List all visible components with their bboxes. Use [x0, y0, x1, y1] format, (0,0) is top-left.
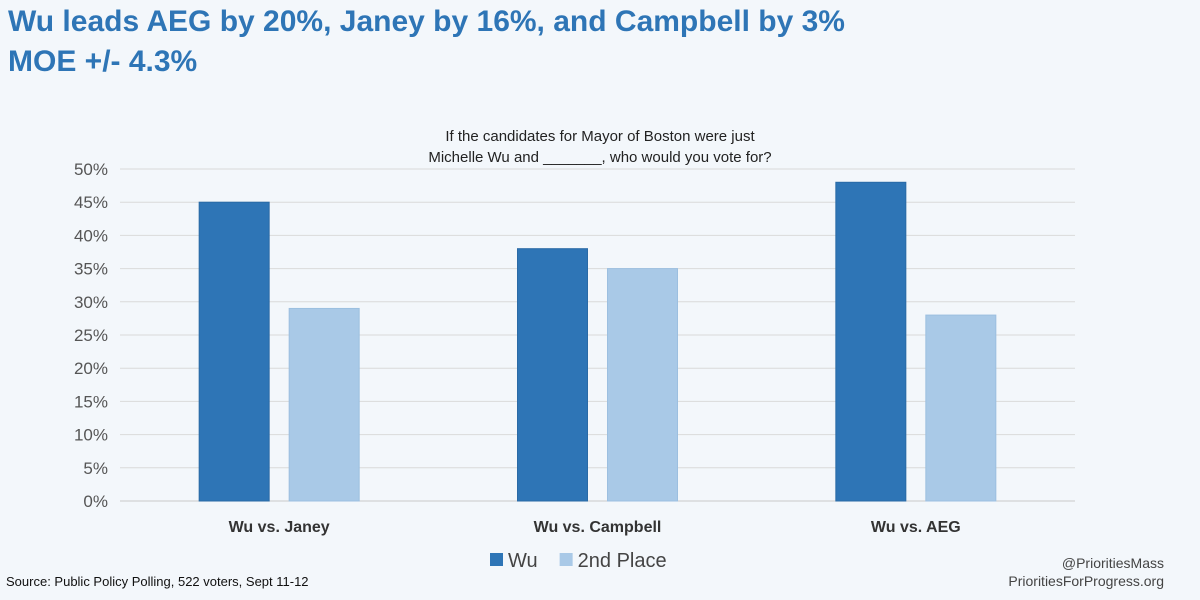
- legend-swatch: [559, 553, 573, 566]
- legend-swatch: [490, 553, 503, 566]
- bar-wu: [198, 201, 270, 502]
- bar-2nd-place: [607, 268, 678, 502]
- x-tick-label: Wu vs. Campbell: [534, 519, 662, 536]
- source-note: Source: Public Policy Polling, 522 voter…: [6, 574, 309, 589]
- y-tick-label: 30%: [74, 293, 108, 312]
- y-tick-label: 25%: [74, 326, 108, 345]
- y-tick-label: 45%: [74, 193, 108, 212]
- grid-lines: [120, 168, 1075, 502]
- chart-title-line-2: Michelle Wu and _______, who would you v…: [428, 149, 771, 166]
- bar-wu: [835, 181, 907, 502]
- y-tick-label: 20%: [74, 359, 108, 378]
- y-tick-label: 50%: [74, 160, 108, 179]
- y-axis: 0% 5% 10% 15% 20% 25% 30% 35% 40% 45% 50%: [74, 160, 108, 511]
- bar-wu: [517, 248, 588, 502]
- y-tick-label: 35%: [74, 260, 108, 279]
- x-tick-label: Wu vs. Janey: [229, 519, 330, 536]
- y-tick-label: 40%: [74, 226, 108, 245]
- website: PrioritiesForProgress.org: [1008, 573, 1164, 589]
- bar-2nd-place: [925, 314, 997, 502]
- y-tick-label: 5%: [83, 459, 108, 478]
- y-tick-label: 15%: [74, 392, 108, 411]
- x-axis: Wu vs. Janey Wu vs. Campbell Wu vs. AEG: [229, 519, 961, 536]
- chart-title-line-1: If the candidates for Mayor of Boston we…: [445, 128, 755, 145]
- credits: @PrioritiesMass PrioritiesForProgress.or…: [1008, 554, 1164, 590]
- bar-2nd-place: [288, 307, 360, 502]
- legend-label: Wu: [508, 550, 538, 572]
- headline-line-1: Wu leads AEG by 20%, Janey by 16%, and C…: [8, 5, 845, 38]
- headline-line-2: MOE +/- 4.3%: [8, 45, 198, 78]
- y-tick-label: 0%: [83, 492, 108, 511]
- legend: Wu 2nd Place: [490, 550, 667, 572]
- twitter-handle: @PrioritiesMass: [1061, 555, 1164, 571]
- y-tick-label: 10%: [74, 426, 108, 445]
- bars: [198, 181, 997, 502]
- x-tick-label: Wu vs. AEG: [871, 519, 961, 536]
- legend-label: 2nd Place: [578, 550, 667, 572]
- headline: Wu leads AEG by 20%, Janey by 16%, and C…: [8, 2, 845, 82]
